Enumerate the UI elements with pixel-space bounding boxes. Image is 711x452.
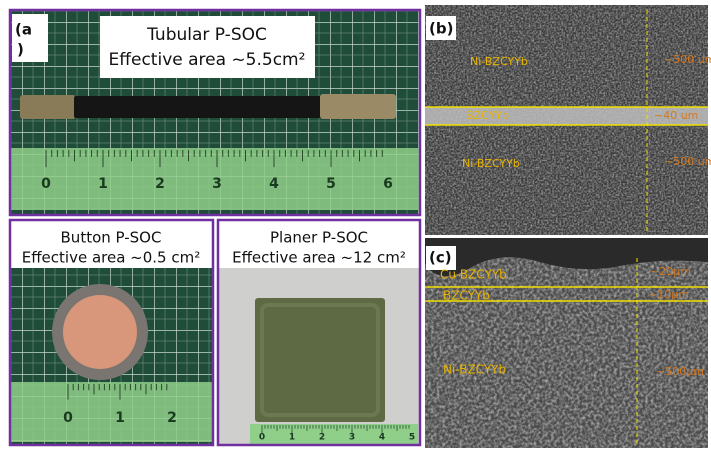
ruler-number: 0 <box>41 176 51 192</box>
ruler-number: 5 <box>409 433 415 443</box>
tube-end <box>320 94 396 119</box>
layer-label: Ni-BZCYYb <box>462 157 520 170</box>
thickness: ~10μm <box>648 288 689 301</box>
title: Tubular P-SOC <box>146 25 267 45</box>
layer-label: BZCYYb <box>466 109 509 122</box>
ruler-number: 1 <box>115 410 125 426</box>
area: Effective area ~12 cm² <box>232 249 406 267</box>
panel-b: (b) Ni-BZCYYb BZCYYb Ni-BZCYYb ~500 um ~… <box>425 5 711 235</box>
panel-c: (c) Cu-BZCYYb BZCYYb Ni-BZCYYb ~20μm ~10… <box>425 238 708 448</box>
ruler-number: 2 <box>167 410 177 426</box>
panel-planar: Planer P-SOC Effective area ~12 cm² <box>218 220 420 445</box>
thickness: ~500μm <box>656 365 704 378</box>
layer-label: Ni-BZCYYb <box>443 363 506 377</box>
ruler-number: 4 <box>269 176 279 192</box>
layer-label: Cu-BZCYYb <box>440 268 507 282</box>
thickness: ~40 um <box>654 109 698 122</box>
panel-label: ) <box>17 41 24 59</box>
area: Effective area ~5.5cm² <box>109 50 306 70</box>
ruler-number: 0 <box>63 410 73 426</box>
thickness: ~20μm <box>650 265 691 278</box>
panel-button: Button P-SOC Effective area ~0.5 cm² <box>10 220 213 445</box>
figure: (a ) Tubular P-SOC Effective area ~5.5cm… <box>0 0 711 452</box>
ruler-number: 2 <box>155 176 165 192</box>
planar-cell <box>255 298 385 422</box>
ruler-number: 5 <box>326 176 336 192</box>
thickness: ~500 um <box>664 155 711 168</box>
panel-label: (b) <box>429 20 453 38</box>
title: Planer P-SOC <box>270 229 368 247</box>
title: Button P-SOC <box>61 229 162 247</box>
cell-electrode <box>63 295 137 369</box>
layer-label: BZCYYb <box>443 289 490 303</box>
ruler-number: 4 <box>379 433 385 443</box>
area: Effective area ~0.5 cm² <box>22 249 201 267</box>
thickness: ~500 um <box>664 53 711 66</box>
ruler-number: 0 <box>259 433 265 443</box>
ruler-number: 1 <box>98 176 108 192</box>
ruler-number: 3 <box>212 176 222 192</box>
panel-label: (a <box>15 21 32 39</box>
layer-label: Ni-BZCYYb <box>470 55 528 68</box>
ruler-number: 1 <box>289 433 295 443</box>
tube-end <box>20 95 76 119</box>
ruler <box>10 382 213 442</box>
ruler-number: 3 <box>349 433 355 443</box>
ruler-number: 2 <box>319 433 325 443</box>
panel-label: (c) <box>429 249 452 267</box>
ruler-number: 6 <box>383 176 393 192</box>
tube <box>74 96 324 118</box>
